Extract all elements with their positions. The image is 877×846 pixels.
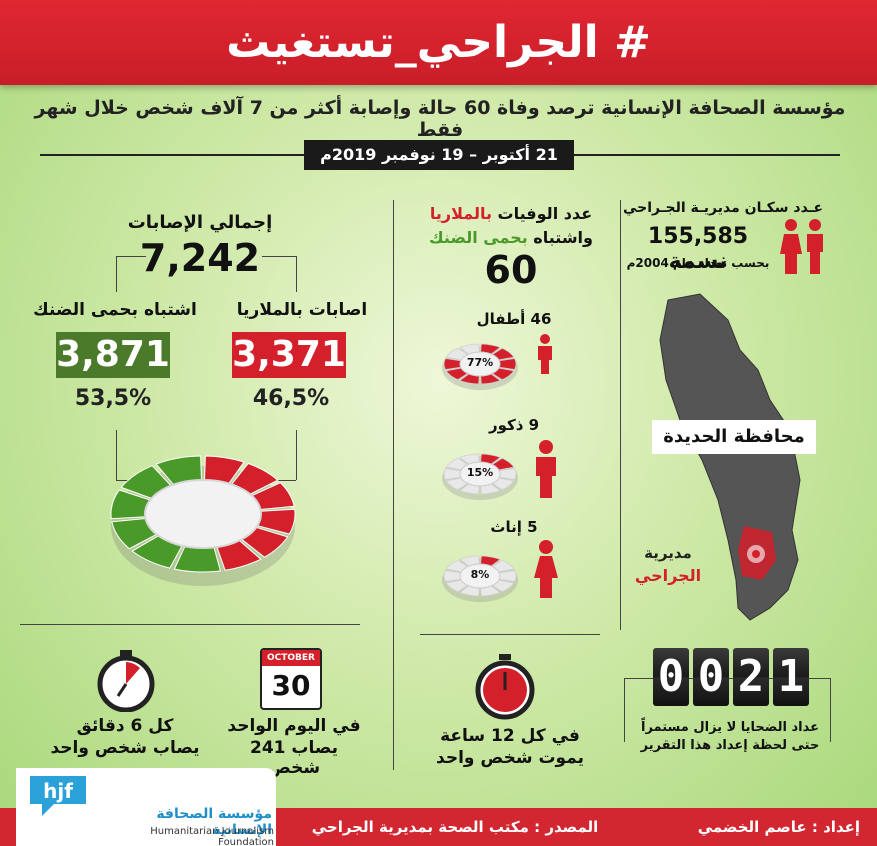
district-marker-dot (752, 550, 760, 558)
district-label-line2: الجراحي (634, 566, 702, 585)
bracket-line (296, 256, 297, 292)
total-injuries-label: إجمالي الإصابات (127, 212, 273, 233)
calendar-icon: OCTOBER 30 (260, 648, 322, 710)
deaths-title-line2: واشتباه بحمى الضنك (404, 228, 618, 247)
population-title: عـدد سكـان مديريـة الجـراحي (622, 200, 824, 216)
malaria-percent: 46,5% (252, 386, 330, 411)
district-label-line1: مديرية (644, 544, 692, 562)
malaria-value: 3,371 (232, 332, 346, 378)
females-percent: 8% (470, 568, 490, 581)
deaths-total: 60 (484, 248, 538, 292)
population-value: 155,585 نسمة (647, 224, 749, 274)
six-min-line2: يصاب شخص واحد (50, 738, 200, 758)
divider (20, 624, 360, 625)
daily-line1: في اليوم الواحد (227, 716, 361, 736)
dengue-percent: 53,5% (74, 386, 152, 411)
connector-line (270, 480, 296, 481)
children-percent: 77% (466, 356, 494, 369)
children-donut (442, 343, 518, 390)
donut-hole (459, 351, 501, 377)
donut-slices (443, 555, 517, 597)
prepared-by: إعداد : عاصم الخضمي (697, 818, 860, 836)
divider (830, 678, 831, 742)
divider (393, 200, 394, 770)
females-donut (442, 555, 518, 602)
twelve-hr-line2: يموت شخص واحد (436, 748, 584, 768)
counter-digit: 2 (733, 648, 769, 706)
counter-note-line1: عداد الضحايا لا يزال مستمراً (640, 720, 819, 735)
date-range: 21 أكتوبر – 19 نوفمبر 2019م (304, 140, 574, 170)
map-hodeidah (659, 293, 801, 621)
malaria-label: اصابات بالملاريا (236, 300, 368, 320)
deaths-title-dengue: بحمى الضنك (429, 228, 528, 247)
divider (420, 634, 600, 635)
logo: hjf مؤسسة الصحافة الإنسانية Humanitarian… (16, 768, 276, 846)
males-percent: 15% (466, 466, 494, 479)
deaths-title-text: عدد الوفيات (491, 204, 593, 223)
population-people-icon (780, 219, 823, 274)
males-label: 9 ذكور (488, 416, 540, 434)
org-name-arabic: مؤسسة الصحافة الإنسانية (156, 806, 272, 838)
female-person-icon (534, 540, 558, 598)
connector-line (116, 430, 117, 480)
six-min-line1: كل 6 دقائق (76, 716, 174, 736)
children-label: 46 أطفال (476, 310, 552, 328)
hjf-logo-icon: hjf (30, 776, 86, 816)
subtitle: مؤسسة الصحافة الإنسانية ترصد وفاة 60 حال… (34, 97, 846, 141)
divider (624, 678, 625, 742)
counter-digit: 1 (773, 648, 809, 706)
injuries-donut-chart (110, 455, 296, 586)
deaths-title-line1: عدد الوفيات بالملاريا (404, 204, 618, 223)
source: المصدر : مكتب الصحة بمديرية الجراحي (311, 818, 599, 836)
calendar-month: OCTOBER (262, 650, 320, 666)
bracket-line (262, 256, 296, 257)
male-person-icon (536, 440, 556, 498)
stopwatch-icon (97, 650, 155, 712)
calendar-day: 30 (271, 669, 311, 702)
donut-slices (443, 343, 517, 385)
counter-digit: 0 (653, 648, 689, 706)
governorate-label: محافظة الحديدة (652, 420, 816, 454)
donut-hole (459, 461, 501, 487)
population-note: بحسب تعداد عام 2004م (626, 256, 770, 270)
child-person-icon (538, 334, 552, 374)
twelve-hr-line1: في كل 12 ساعة (440, 726, 580, 746)
total-injuries-value: 7,242 (139, 236, 261, 280)
donut-slices (443, 453, 517, 495)
donut-hole (144, 479, 262, 549)
daily-line2: يصاب 241 شخص (249, 738, 339, 778)
females-label: 5 إناث (490, 518, 538, 536)
org-name-english: Humanitarian Journalism Foundation (150, 826, 274, 846)
header-bar (0, 0, 877, 85)
stopwatch-icon (475, 654, 535, 720)
dengue-label: اشتباه بحمى الضنك (33, 300, 197, 320)
bracket-line (116, 256, 146, 257)
donut-hole (459, 563, 501, 589)
divider (620, 200, 621, 630)
dengue-value: 3,871 (56, 332, 170, 378)
deaths-title-malaria: بالملاريا (429, 204, 492, 223)
donut-slices (110, 455, 296, 573)
deaths-title-text: واشتباه (527, 228, 593, 247)
page-title: # الجراحي_تستغيث (226, 17, 651, 68)
males-donut (442, 453, 518, 500)
counter-note-line2: حتى لحظة إعداد هذا التقرير (640, 738, 820, 753)
counter-digit: 0 (693, 648, 729, 706)
svg-text:hjf: hjf (43, 779, 73, 803)
bracket-line (116, 256, 117, 292)
connector-line (296, 430, 297, 480)
